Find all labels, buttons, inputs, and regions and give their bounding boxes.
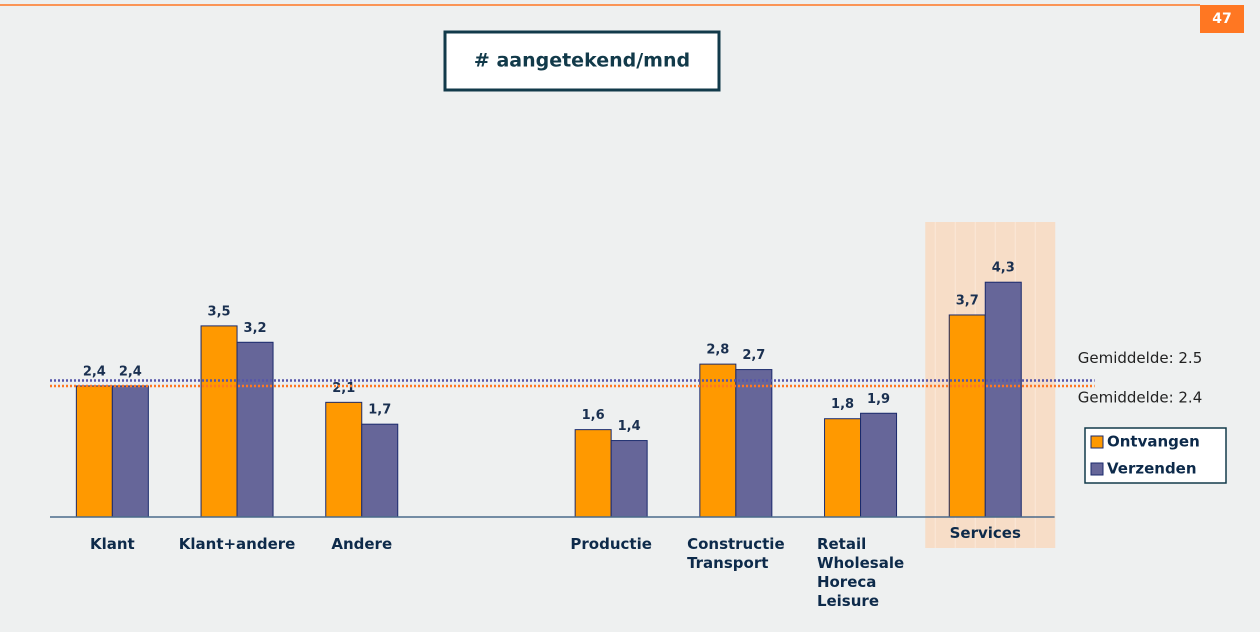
x-tick-label: Services [949, 524, 1021, 542]
bar [574, 429, 612, 518]
reference-label: Gemiddelde: 2.5 [1078, 349, 1203, 367]
bar [699, 363, 737, 518]
value-label: 2,4 [83, 364, 106, 379]
value-label: 1,8 [831, 397, 854, 412]
value-label: 3,5 [208, 304, 231, 319]
bar [735, 369, 773, 518]
bar [824, 418, 862, 518]
value-label: 2,7 [742, 348, 765, 363]
bar [361, 423, 399, 518]
bar [236, 341, 274, 518]
page-number-box [1200, 5, 1244, 33]
x-tick-label: Retail Wholesale Horeca Leisure [816, 535, 905, 610]
value-label: 1,4 [618, 419, 641, 434]
title-box [443, 30, 721, 92]
x-tick-label: Andere [331, 535, 393, 553]
x-tick-label: Productie [570, 535, 652, 553]
chart-title: # aangetekend/mnd [474, 50, 690, 72]
value-label: 1,9 [867, 392, 890, 407]
bar [111, 385, 149, 518]
bar [610, 440, 648, 518]
value-label: 3,7 [956, 293, 979, 308]
legend-swatch [1090, 435, 1104, 449]
bar [200, 325, 238, 518]
legend-label: Ontvangen [1107, 433, 1200, 451]
bar [948, 314, 986, 518]
bar [984, 281, 1022, 518]
bar [325, 401, 363, 518]
value-label: 2,4 [119, 364, 142, 379]
bar [75, 385, 113, 518]
x-tick-label: Klant [89, 535, 135, 553]
legend-box [1084, 427, 1227, 484]
x-tick-label: Klant+andere [178, 535, 296, 553]
value-label: 1,6 [582, 408, 605, 423]
value-label: 4,3 [992, 261, 1015, 276]
value-label: 2,1 [332, 381, 355, 396]
value-label: 3,2 [244, 321, 267, 336]
x-tick-label: Constructie Transport [687, 535, 785, 572]
reference-label: Gemiddelde: 2.4 [1078, 388, 1203, 406]
legend-label: Verzenden [1107, 460, 1197, 478]
legend-swatch [1090, 462, 1104, 476]
page-number: 47 [1212, 11, 1231, 27]
value-label: 1,7 [368, 403, 391, 418]
bar [860, 412, 898, 518]
value-label: 2,8 [706, 343, 729, 358]
